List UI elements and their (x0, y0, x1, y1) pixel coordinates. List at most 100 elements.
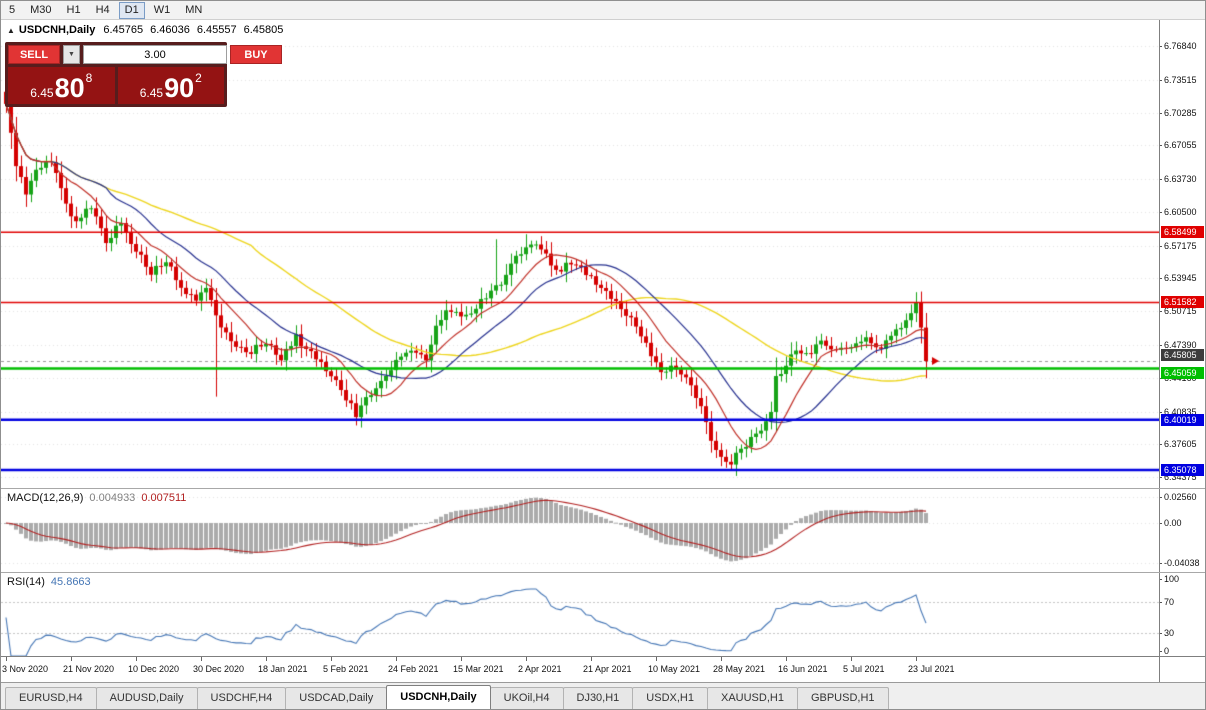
ohlc-close: 6.45805 (243, 24, 284, 36)
time-label: 2 Apr 2021 (518, 664, 562, 674)
price-tick-label: 6.67055 (1160, 140, 1197, 151)
time-axis-labels: 3 Nov 2020 21 Nov 2020 10 Dec 2020 30 Dec 2… (1, 657, 1159, 682)
buy-price-display[interactable]: 6.45 90 2 (117, 67, 224, 104)
main-chart-panel: ▲ USDCNH,Daily 6.45765 6.46036 6.45557 6.4580… (1, 20, 1205, 488)
sell-price-sup: 8 (85, 71, 93, 85)
tab-usdx-h1[interactable]: USDX,H1 (632, 687, 708, 709)
time-label: 24 Feb 2021 (388, 664, 439, 674)
tab-gbpusd-h1[interactable]: GBPUSD,H1 (796, 687, 889, 709)
collapse-panel-icon[interactable]: ▲ (7, 26, 15, 35)
macd-value-main: 0.004933 (89, 492, 136, 504)
macd-panel: MACD(12,26,9) 0.004933 0.007511 0.02560 0.0… (1, 488, 1205, 572)
time-tick (6, 657, 7, 661)
timeframe-button-5[interactable]: 5 (3, 2, 21, 19)
hline-price-label: 6.45059 (1161, 366, 1204, 379)
price-tick-label: 6.47390 (1160, 339, 1197, 350)
rsi-tick-label: 70 (1160, 597, 1175, 608)
macd-canvas[interactable] (1, 489, 1159, 572)
macd-tick-label: 0.00 (1160, 518, 1182, 528)
time-tick (786, 657, 787, 661)
price-tick-label: 6.60500 (1160, 206, 1197, 217)
ohlc-high: 6.46036 (150, 24, 190, 36)
main-chart-plot: ▲ USDCNH,Daily 6.45765 6.46036 6.45557 6.4580… (1, 20, 1159, 488)
macd-axis[interactable]: 0.02560 0.00 -0.04038 (1159, 489, 1205, 572)
hline-price-label: 6.40019 (1161, 413, 1204, 426)
main-price-axis[interactable]: 6.76840 6.73515 6.70285 6.67055 6.63730 6.605… (1159, 20, 1205, 488)
hline-price-label: 6.58499 (1161, 226, 1204, 239)
price-tick-label: 6.76840 (1160, 40, 1197, 51)
timeframe-button-h4[interactable]: H4 (90, 2, 116, 19)
chart-symbol-label: USDCNH,Daily (18, 24, 96, 36)
time-axis[interactable]: 3 Nov 2020 21 Nov 2020 10 Dec 2020 30 Dec 2… (1, 656, 1205, 682)
volume-spinner[interactable]: ▼ (63, 45, 80, 64)
volume-input[interactable] (83, 45, 227, 64)
tab-xauusd-h1[interactable]: XAUUSD,H1 (706, 687, 798, 709)
time-tick (916, 657, 917, 661)
chart-header: ▲ USDCNH,Daily 6.45765 6.46036 6.45557 6.4580… (7, 24, 290, 36)
time-label: 16 Jun 2021 (778, 664, 828, 674)
time-label: 21 Nov 2020 (63, 664, 115, 674)
timeframe-button-mn[interactable]: MN (179, 2, 208, 19)
bid-price-label: 6.45805 (1161, 349, 1204, 362)
price-tick-label: 6.50715 (1160, 306, 1197, 317)
time-axis-corner (1159, 657, 1205, 682)
buy-price-big: 90 (164, 73, 195, 103)
macd-tick-label: -0.04038 (1160, 558, 1200, 569)
time-label: 10 Dec 2020 (128, 664, 180, 674)
buy-button[interactable]: BUY (230, 45, 282, 64)
macd-plot: MACD(12,26,9) 0.004933 0.007511 (1, 489, 1159, 572)
time-label: 18 Jan 2021 (258, 664, 308, 674)
timeframe-button-m30[interactable]: M30 (24, 2, 57, 19)
macd-name: MACD(12,26,9) (7, 492, 84, 504)
tab-usdchf-h4[interactable]: USDCHF,H4 (196, 687, 287, 709)
time-tick (71, 657, 72, 661)
price-tick-label: 6.53945 (1160, 273, 1197, 284)
price-tick-label: 6.63730 (1160, 174, 1197, 185)
sell-button[interactable]: SELL (8, 45, 60, 64)
tab-audusd-daily[interactable]: AUDUSD,Daily (95, 687, 198, 709)
time-tick (331, 657, 332, 661)
time-tick (721, 657, 722, 661)
rsi-tick-label: 0 (1160, 646, 1170, 656)
macd-title: MACD(12,26,9) 0.004933 0.007511 (7, 492, 186, 504)
sell-price-big: 80 (54, 73, 85, 103)
price-tick-label: 6.37605 (1160, 439, 1197, 450)
time-label: 3 Nov 2020 (2, 664, 49, 674)
rsi-tick-label: 30 (1160, 627, 1175, 638)
timeframe-button-d1[interactable]: D1 (118, 1, 145, 19)
time-tick (396, 657, 397, 661)
price-tick-label: 6.40835 (1160, 406, 1197, 417)
rsi-value: 45.8663 (50, 576, 91, 588)
tab-dj30-h1[interactable]: DJ30,H1 (562, 687, 634, 709)
one-click-trade-widget: SELL ▼ BUY 6.45 80 8 6.45 90 2 (5, 42, 282, 107)
ohlc-open: 6.45765 (103, 24, 144, 36)
rsi-axis[interactable]: 100 70 30 0 (1159, 573, 1205, 656)
price-tick-label: 6.73515 (1160, 74, 1197, 85)
price-tick-label: 6.70285 (1160, 107, 1197, 118)
time-tick (851, 657, 852, 661)
rsi-title: RSI(14) 45.8663 (7, 576, 91, 588)
tab-usdcad-daily[interactable]: USDCAD,Daily (285, 687, 388, 709)
sell-price-display[interactable]: 6.45 80 8 (8, 67, 115, 104)
time-tick (591, 657, 592, 661)
time-tick (136, 657, 137, 661)
macd-value-signal: 0.007511 (141, 492, 187, 504)
time-tick (201, 657, 202, 661)
tab-eurusd-h4[interactable]: EURUSD,H4 (5, 687, 97, 709)
tab-usdcnh-daily[interactable]: USDCNH,Daily (386, 685, 491, 709)
time-label: 21 Apr 2021 (583, 664, 632, 674)
rsi-name: RSI(14) (7, 576, 45, 588)
tab-ukoil-h4[interactable]: UKOil,H4 (489, 687, 564, 709)
hline-price-label: 6.51582 (1161, 296, 1204, 309)
time-tick (266, 657, 267, 661)
time-label: 30 Dec 2020 (193, 664, 245, 674)
rsi-canvas[interactable] (1, 573, 1159, 656)
time-label: 5 Feb 2021 (323, 664, 369, 674)
rsi-plot: RSI(14) 45.8663 (1, 573, 1159, 656)
timeframe-button-h1[interactable]: H1 (61, 2, 87, 19)
time-tick (461, 657, 462, 661)
time-label: 15 Mar 2021 (453, 664, 504, 674)
hline-price-label: 6.35078 (1161, 463, 1204, 476)
timeframe-button-w1[interactable]: W1 (148, 2, 177, 19)
